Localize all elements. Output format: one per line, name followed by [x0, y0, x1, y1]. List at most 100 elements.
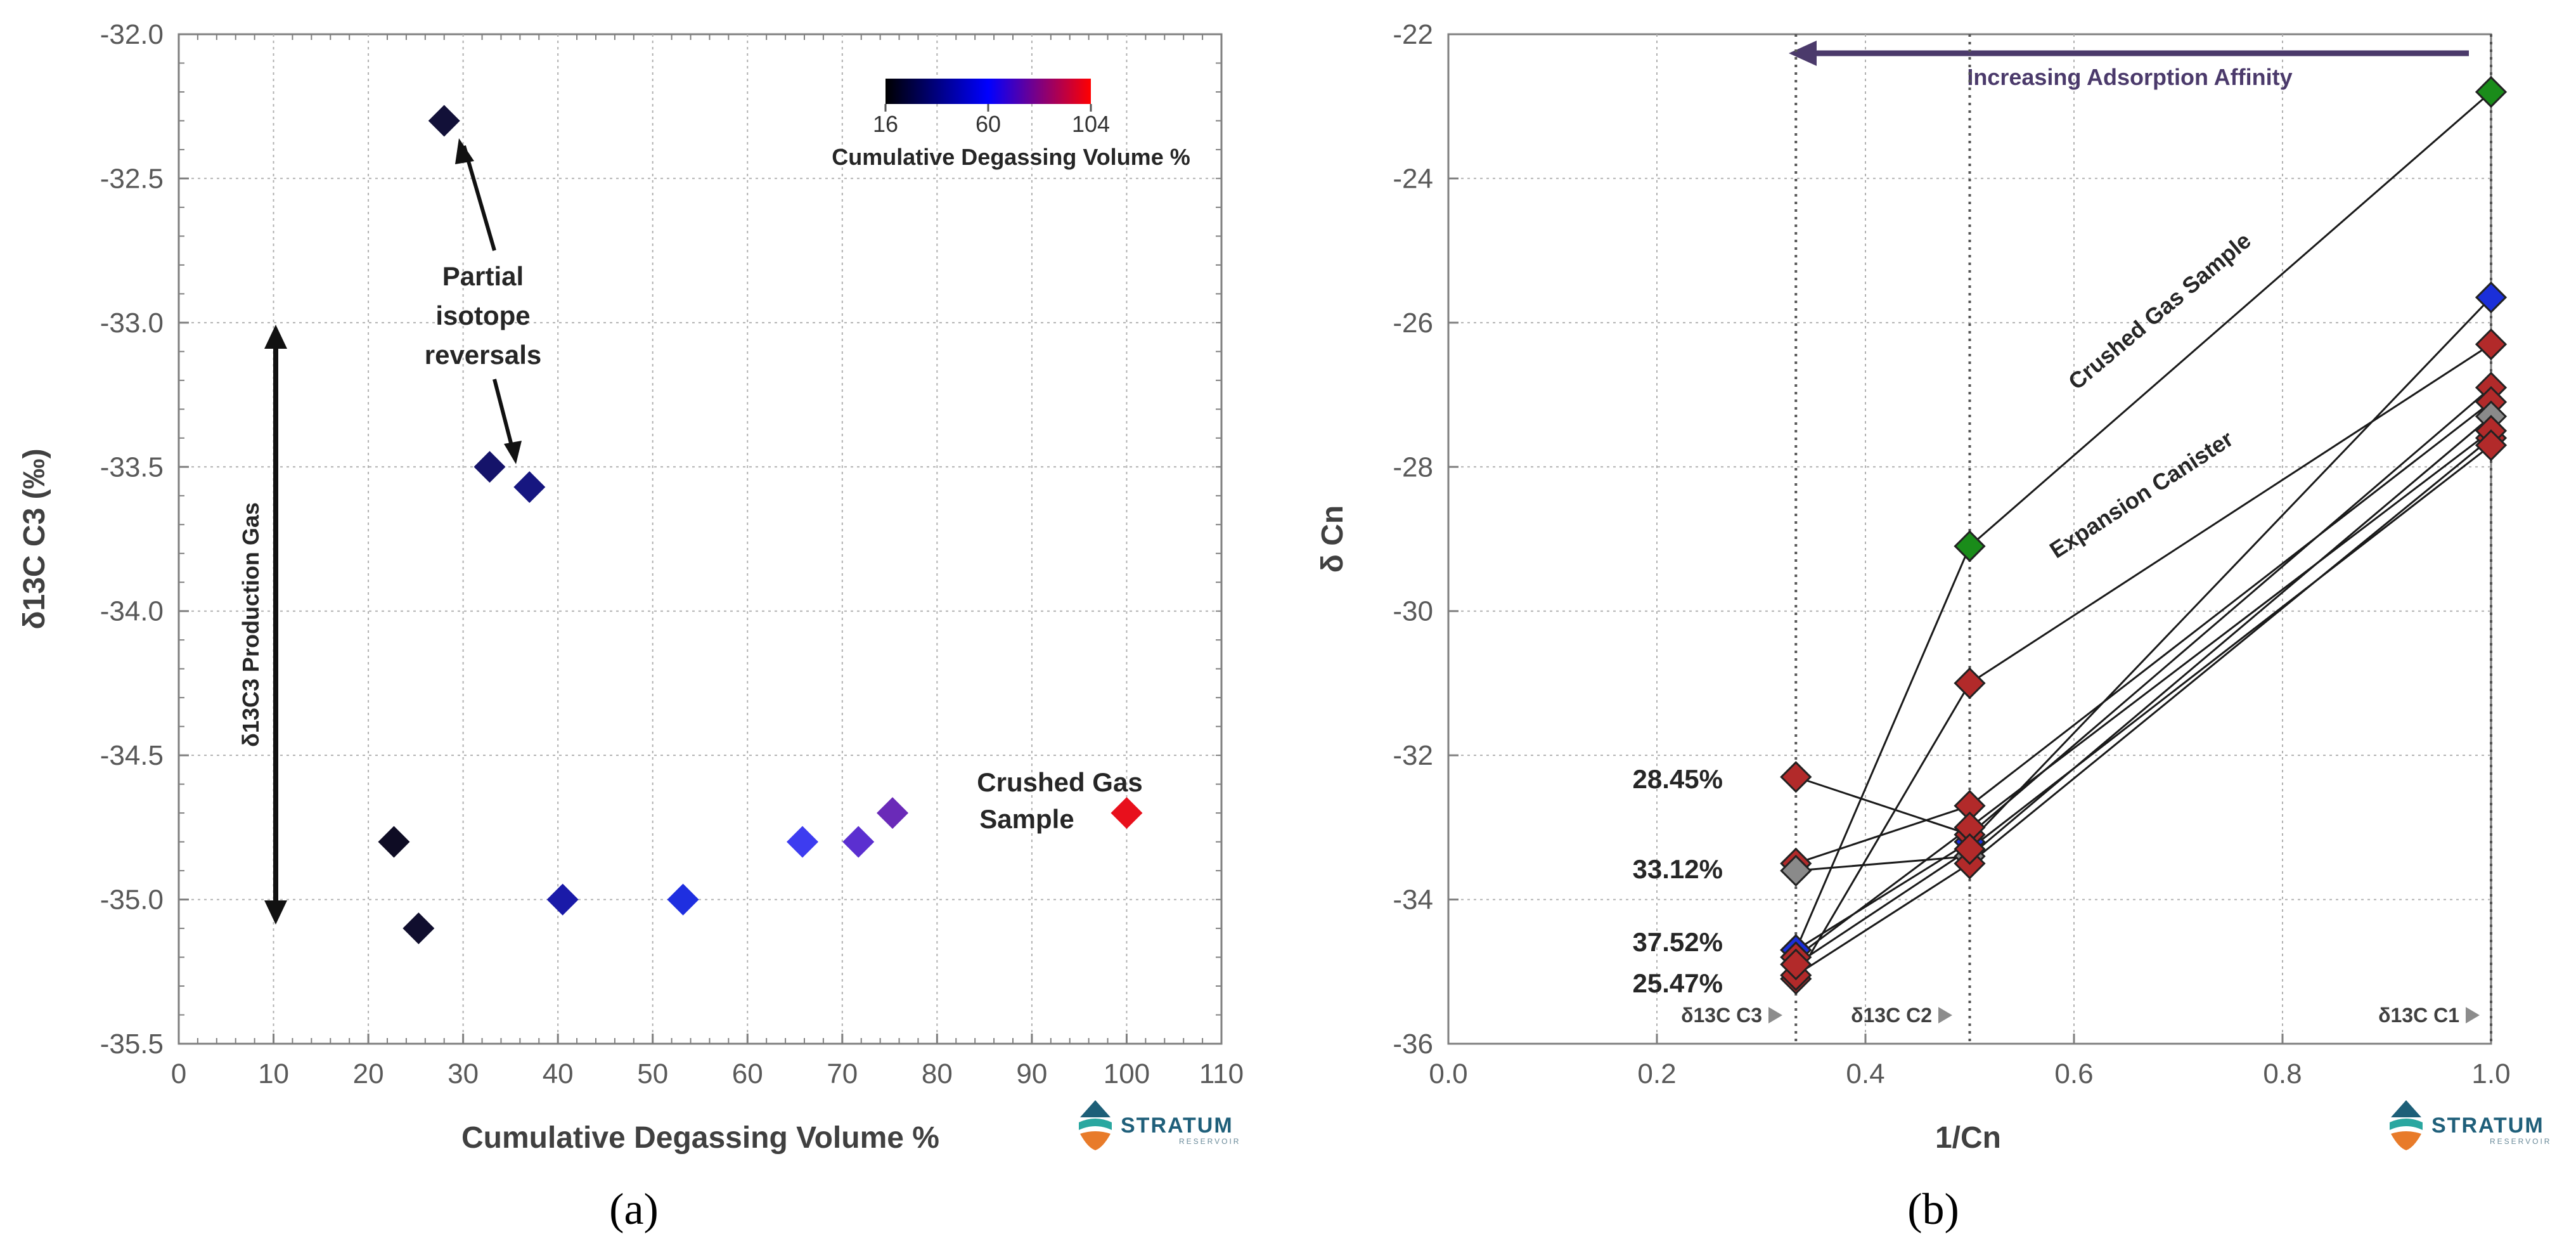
pct-label-28: 28.45%	[1633, 764, 1723, 794]
x-axis-a: 0 10 20 30 40 50 60 70 80 90 100 110	[171, 1034, 1244, 1089]
affinity-label: Increasing Adsorption Affinity	[1967, 64, 2292, 90]
x-tick-label-a: 80	[922, 1058, 953, 1089]
marker-c1-triangle	[2466, 1007, 2480, 1023]
arrow-down-partial	[493, 379, 515, 453]
y-axis-title-a: δ13C C3 (‰)	[18, 448, 51, 629]
double-arrow-bottom-head	[264, 900, 287, 925]
colorbar-tick-16: 16	[873, 111, 898, 137]
x-tick-label-a: 110	[1199, 1058, 1244, 1089]
colorbar-tick-60: 60	[976, 111, 1001, 137]
crushed-a-line1: Crushed Gas	[977, 767, 1142, 797]
point-a-1	[402, 912, 435, 945]
logo-a-mountain-icon	[1080, 1100, 1111, 1117]
point-a-6	[667, 883, 699, 916]
annotation-partial-line3: reversals	[425, 340, 542, 370]
y-axis-title-b: δ Cn	[1316, 505, 1349, 573]
point-b-8-0	[1780, 948, 1812, 981]
arrow-up-partial	[462, 145, 496, 251]
annotation-production-gas: δ13C3 Production Gas	[238, 325, 287, 925]
logo-b-wave-icon	[2390, 1119, 2423, 1130]
x-tick-label-b: 0.8	[2263, 1058, 2302, 1089]
x-axis-title-b: 1/Cn	[1935, 1121, 2001, 1155]
x-tick-label-b: 0.4	[1846, 1058, 1884, 1089]
y-tick-label-b: -24	[1393, 163, 1433, 194]
logo-b-base-icon	[2391, 1131, 2421, 1150]
minor-ticks-a	[179, 34, 1221, 1044]
colorbar-tick-104: 104	[1072, 111, 1110, 137]
y-tick-label-a: -32.0	[100, 19, 164, 50]
y-tick-label-b: -26	[1393, 308, 1433, 339]
y-tick-label-a: -33.5	[100, 451, 164, 483]
logo-b: STRATUM RESERVOIR	[2390, 1100, 2551, 1150]
logo-a-base-icon	[1080, 1131, 1111, 1150]
x-tick-label-a: 0	[171, 1058, 186, 1089]
crushed-a-line2: Sample	[979, 804, 1074, 834]
x-tick-label-a: 40	[543, 1058, 574, 1089]
x-axis-b: 0.0 0.2 0.4 0.6 0.8 1.0	[1429, 1034, 2511, 1089]
y-tick-label-b: -30	[1393, 596, 1433, 627]
x-tick-label-b: 0.0	[1429, 1058, 1467, 1089]
point-b-0-1	[1954, 530, 1986, 562]
x-tick-label-a: 90	[1016, 1058, 1047, 1089]
x-tick-label-a: 100	[1104, 1058, 1150, 1089]
annotation-crushed-a: Crushed Gas Sample	[977, 767, 1142, 834]
point-a-0	[378, 826, 410, 858]
annotation-partial-line1: Partial	[442, 261, 524, 291]
marker-c3-triangle	[1768, 1007, 1782, 1023]
y-axis-b: -22 -24 -26 -28 -30 -32 -34 -36	[1393, 19, 1459, 1060]
affinity-arrow-head	[1789, 41, 1817, 66]
x-tick-label-b: 0.2	[1637, 1058, 1676, 1089]
logo-a-wave-icon	[1079, 1119, 1112, 1130]
x-tick-label-a: 20	[353, 1058, 384, 1089]
point-a-9	[877, 797, 909, 829]
point-a-7	[787, 826, 819, 858]
y-tick-label-a: -34.0	[100, 596, 164, 627]
production-gas-label: δ13C3 Production Gas	[238, 502, 264, 747]
point-b-5-0	[1780, 854, 1812, 887]
data-points-a	[378, 105, 1143, 945]
logo-a: STRATUM RESERVOIR	[1079, 1100, 1240, 1150]
colorbar-title: Cumulative Degassing Volume %	[832, 144, 1190, 170]
x-tick-label-b: 1.0	[2471, 1058, 2510, 1089]
point-a-2	[428, 105, 460, 137]
point-a-10	[1111, 797, 1143, 829]
logo-b-sub: RESERVOIR	[2490, 1137, 2551, 1146]
point-b-8-1	[1954, 833, 1986, 866]
chart-b: 0.0 0.2 0.4 0.6 0.8 1.0 -22 -24 -26 -28 -30 -32 -34…	[1316, 19, 2551, 1234]
point-b-1-1	[1954, 667, 1986, 699]
y-tick-label-b: -22	[1393, 19, 1433, 50]
pct-label-33: 33.12%	[1633, 854, 1723, 884]
y-tick-label-a: -32.5	[100, 163, 164, 194]
y-tick-label-b: -32	[1393, 740, 1433, 771]
point-b-2-2	[2475, 281, 2508, 314]
pct-label-37: 37.52%	[1633, 927, 1723, 957]
y-tick-label-b: -34	[1393, 885, 1433, 916]
x-axis-title-a: Cumulative Degassing Volume %	[461, 1121, 939, 1155]
point-a-4	[513, 471, 546, 503]
grid-b	[1448, 34, 2491, 1044]
y-tick-label-a: -34.5	[100, 740, 164, 771]
point-b-8-2	[2475, 429, 2508, 462]
colorbar: 16 60 104 Cumulative Degassing Volume %	[832, 79, 1190, 170]
point-b-3-0	[1780, 761, 1812, 793]
axis-markers-b: δ13C C3 δ13C C2 δ13C C1	[1681, 1004, 2480, 1027]
point-a-8	[842, 826, 875, 858]
marker-c2: δ13C C2	[1851, 1004, 1932, 1027]
arrow-up-partial-head	[455, 138, 474, 164]
logo-b-mountain-icon	[2391, 1100, 2421, 1117]
logo-a-sub: RESERVOIR	[1179, 1137, 1240, 1146]
pct-label-25: 25.47%	[1633, 968, 1723, 998]
marker-c3: δ13C C3	[1681, 1004, 1762, 1027]
arrow-down-partial-head	[504, 441, 522, 464]
y-tick-label-a: -35.5	[100, 1029, 164, 1060]
point-b-1-2	[2475, 328, 2508, 361]
x-tick-label-b: 0.6	[2054, 1058, 2093, 1089]
grid-a	[179, 34, 1221, 1044]
x-tick-label-a: 30	[448, 1058, 479, 1089]
panel-label-b: (b)	[1907, 1185, 1959, 1234]
annotation-partial-line2: isotope	[435, 301, 530, 330]
logo-b-text: STRATUM	[2431, 1113, 2544, 1138]
marker-c1: δ13C C1	[2378, 1004, 2459, 1027]
y-tick-label-a: -35.0	[100, 885, 164, 916]
